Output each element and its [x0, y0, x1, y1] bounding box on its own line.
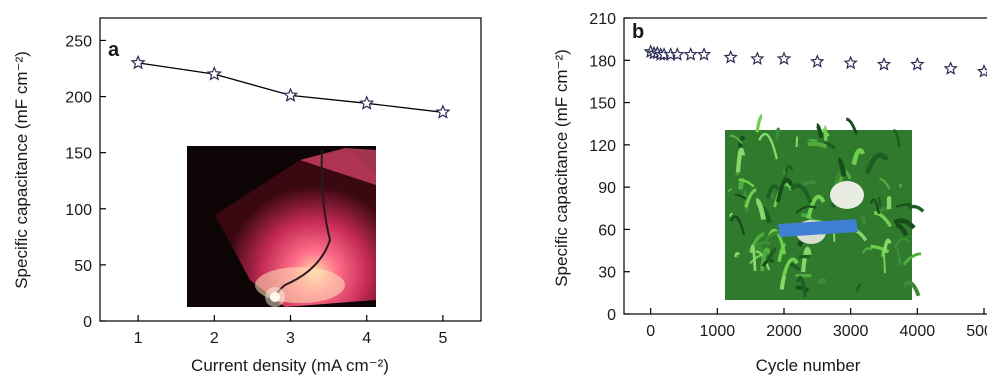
- panel-b-data-point: [810, 54, 825, 68]
- panel-b-x-tick-label: 1000: [700, 323, 736, 340]
- panel-b-label: b: [632, 21, 644, 43]
- panel-b-data-point: [843, 55, 858, 70]
- panel-a-y-tick-label: 200: [65, 90, 92, 107]
- panel-a: a Current density (mA cm⁻²) Specific cap…: [12, 17, 482, 375]
- panel-b-y-tick-label: 180: [589, 53, 616, 70]
- panel-b-data-point: [750, 51, 765, 65]
- panel-b-x-axis-title: Cycle number: [756, 356, 861, 375]
- panel-a-x-tick-label: 4: [362, 330, 371, 347]
- panel-b-data-point: [776, 51, 792, 65]
- panel-b-x-tick-label: 2000: [766, 323, 802, 340]
- panel-a-data-point: [206, 66, 222, 81]
- panel-a-x-tick-label: 1: [134, 330, 143, 347]
- panel-b-data-point: [683, 47, 698, 61]
- panel-a-data-point: [359, 95, 375, 110]
- panel-a-data-point: [130, 54, 146, 70]
- panel-b-data-point: [670, 47, 685, 61]
- panel-b-x-tick-label: 5000: [966, 323, 987, 340]
- panel-b-y-tick-label: 210: [589, 11, 616, 28]
- panel-b-x-tick-label: 4000: [900, 323, 936, 340]
- panel-b-series: [643, 44, 987, 78]
- panel-b-x-tick-label: 0: [646, 323, 655, 340]
- panel-a-data-point: [435, 104, 451, 119]
- panel-a-y-tick-label: 50: [74, 258, 92, 275]
- panel-a-data-point: [282, 87, 299, 102]
- panel-b-data-point: [876, 56, 892, 71]
- inset-photo-red-device: [187, 146, 376, 307]
- panel-b-y-tick-label: 60: [598, 222, 616, 239]
- panel-a-series: [130, 54, 451, 119]
- panel-b-data-point: [723, 49, 738, 64]
- panel-a-x-axis-title: Current density (mA cm⁻²): [191, 356, 389, 375]
- panel-b-y-tick-label: 0: [607, 307, 616, 324]
- panel-b-y-tick-label: 150: [589, 96, 616, 113]
- panel-b-data-point: [696, 47, 712, 61]
- panel-a-x-tick-label: 3: [286, 330, 295, 347]
- panel-a-x-tick-label: 2: [210, 330, 219, 347]
- panel-b-y-tick-label: 90: [598, 180, 616, 197]
- panel-a-y-tick-label: 100: [65, 202, 92, 219]
- panel-b-data-point: [976, 63, 987, 78]
- panel-a-label: a: [108, 39, 120, 61]
- panel-a-y-tick-label: 250: [65, 33, 92, 50]
- panel-b-data-point: [910, 56, 925, 71]
- panel-b-y-tick-label: 120: [589, 138, 616, 155]
- inset-photo-grass-device: [725, 114, 925, 300]
- panel-a-y-tick-label: 0: [83, 314, 92, 331]
- panel-a-y-tick-label: 150: [65, 146, 92, 163]
- panel-a-x-tick-label: 5: [438, 330, 447, 347]
- panel-a-y-axis-title: Specific capacitance (mF cm⁻²): [12, 51, 31, 289]
- panel-b-y-tick-label: 30: [598, 265, 616, 282]
- panel-b-y-axis-title: Specific capacitance (mF cm⁻²): [552, 49, 571, 287]
- panel-b-x-tick-label: 3000: [833, 323, 869, 340]
- panel-b: b Cycle number Specific capacitance (mF …: [552, 11, 987, 375]
- panel-b-data-point: [943, 61, 958, 75]
- panel-b-axis-ticks: 0 1000 2000 3000 4000 5000 0 30 60 90 120 150 180 210: [589, 11, 987, 340]
